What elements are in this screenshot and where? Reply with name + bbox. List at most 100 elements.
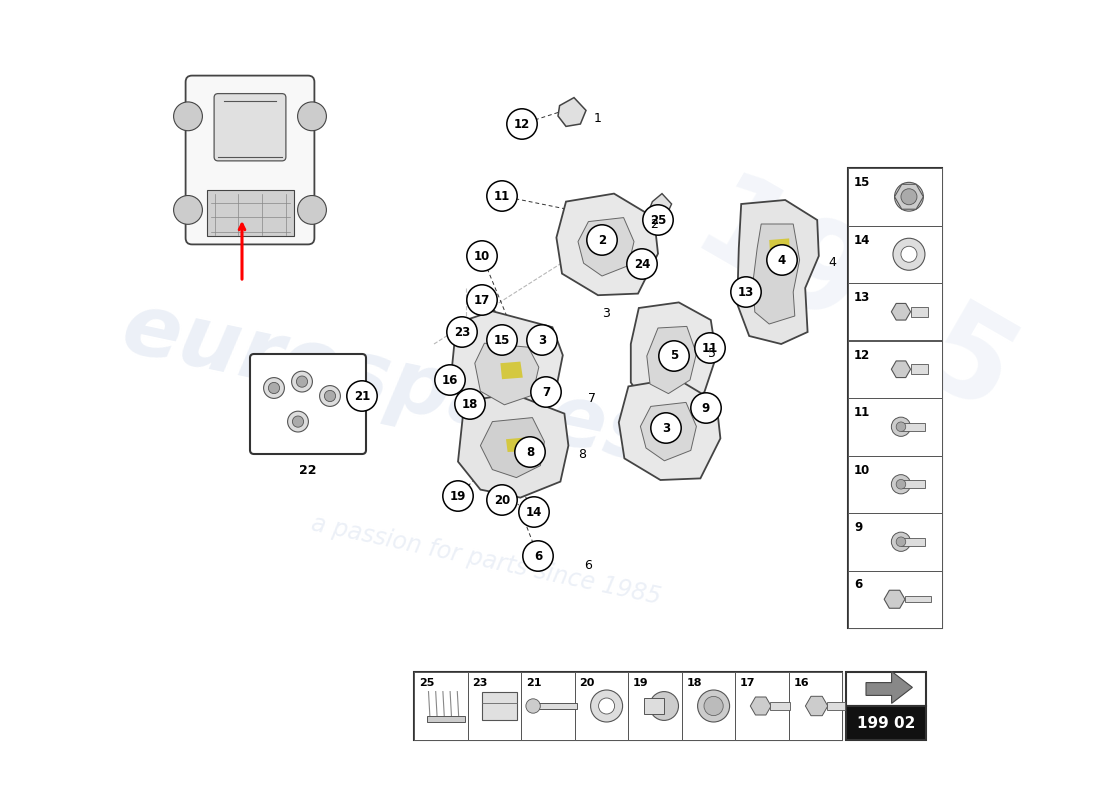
- Text: 25: 25: [650, 214, 667, 226]
- Polygon shape: [640, 402, 696, 461]
- Bar: [848, 570, 942, 628]
- Bar: [848, 226, 942, 283]
- Text: 6: 6: [534, 550, 542, 562]
- Text: 16: 16: [442, 374, 459, 386]
- Text: 6: 6: [854, 578, 862, 591]
- Bar: [848, 513, 942, 570]
- Bar: [848, 455, 942, 513]
- Circle shape: [487, 325, 517, 355]
- Text: 17: 17: [740, 678, 756, 688]
- Polygon shape: [891, 303, 911, 320]
- Text: a passion for parts since 1985: a passion for parts since 1985: [309, 511, 663, 609]
- Polygon shape: [481, 418, 544, 478]
- Circle shape: [651, 413, 681, 443]
- Text: 5: 5: [708, 347, 716, 360]
- Polygon shape: [475, 343, 539, 405]
- Circle shape: [531, 377, 561, 407]
- Text: 10: 10: [854, 463, 870, 477]
- Bar: [529, 702, 578, 709]
- Bar: [848, 283, 942, 341]
- Text: 23: 23: [472, 678, 487, 688]
- Text: 8: 8: [526, 446, 535, 458]
- Text: 13: 13: [854, 291, 870, 304]
- Text: 18: 18: [686, 678, 702, 688]
- Circle shape: [767, 245, 798, 275]
- Circle shape: [287, 411, 308, 432]
- Bar: [911, 365, 928, 374]
- Circle shape: [434, 365, 465, 395]
- Circle shape: [891, 417, 911, 436]
- Text: 19: 19: [632, 678, 648, 688]
- Circle shape: [586, 225, 617, 255]
- Text: 199 02: 199 02: [857, 715, 915, 730]
- Circle shape: [487, 181, 517, 211]
- Polygon shape: [805, 696, 828, 716]
- Circle shape: [324, 390, 336, 402]
- Bar: [848, 168, 942, 226]
- Circle shape: [298, 195, 327, 224]
- Polygon shape: [754, 224, 800, 324]
- Circle shape: [507, 109, 537, 139]
- Bar: [848, 341, 942, 398]
- Bar: [682, 672, 735, 740]
- Polygon shape: [649, 194, 672, 217]
- Polygon shape: [647, 326, 696, 394]
- Circle shape: [901, 189, 917, 205]
- Bar: [414, 672, 468, 740]
- Circle shape: [697, 690, 729, 722]
- Polygon shape: [894, 184, 923, 210]
- Circle shape: [447, 317, 477, 347]
- Text: 18: 18: [462, 398, 478, 410]
- Text: 14: 14: [526, 506, 542, 518]
- Polygon shape: [737, 200, 818, 344]
- Circle shape: [296, 376, 308, 387]
- Bar: [848, 168, 942, 628]
- Text: 24: 24: [634, 258, 650, 270]
- Polygon shape: [750, 697, 771, 715]
- Polygon shape: [557, 194, 658, 295]
- Text: 17: 17: [474, 294, 491, 306]
- Circle shape: [443, 481, 473, 511]
- Circle shape: [454, 389, 485, 419]
- Text: 25: 25: [419, 678, 435, 688]
- Bar: [468, 672, 521, 740]
- Polygon shape: [500, 362, 522, 379]
- Text: 11: 11: [854, 406, 870, 419]
- Text: 8: 8: [578, 448, 586, 461]
- Circle shape: [320, 386, 340, 406]
- Text: 15: 15: [494, 334, 510, 346]
- Bar: [901, 422, 925, 430]
- Circle shape: [896, 422, 905, 431]
- Text: 20: 20: [580, 678, 595, 688]
- Text: 12: 12: [514, 118, 530, 130]
- Text: 3: 3: [538, 334, 546, 346]
- Circle shape: [650, 691, 679, 720]
- Circle shape: [598, 698, 615, 714]
- Text: 3: 3: [662, 422, 670, 434]
- Text: eurospares: eurospares: [116, 287, 664, 481]
- Text: 4: 4: [828, 256, 836, 269]
- Circle shape: [896, 479, 905, 489]
- Text: 10: 10: [474, 250, 491, 262]
- Circle shape: [642, 205, 673, 235]
- Circle shape: [268, 382, 279, 394]
- Bar: [414, 672, 842, 740]
- Bar: [645, 698, 664, 714]
- Circle shape: [891, 474, 911, 494]
- Bar: [901, 480, 925, 488]
- Text: 3: 3: [602, 307, 609, 320]
- FancyBboxPatch shape: [214, 94, 286, 161]
- Circle shape: [901, 246, 917, 262]
- Text: 7: 7: [588, 392, 596, 405]
- Text: 4: 4: [778, 254, 786, 266]
- Text: 22: 22: [299, 463, 317, 477]
- Circle shape: [515, 437, 546, 467]
- Polygon shape: [769, 238, 790, 266]
- Bar: [482, 691, 517, 720]
- Text: 21: 21: [526, 678, 541, 688]
- Circle shape: [659, 341, 690, 371]
- Polygon shape: [884, 590, 905, 608]
- Circle shape: [466, 241, 497, 271]
- Circle shape: [526, 699, 540, 714]
- Polygon shape: [578, 218, 634, 276]
